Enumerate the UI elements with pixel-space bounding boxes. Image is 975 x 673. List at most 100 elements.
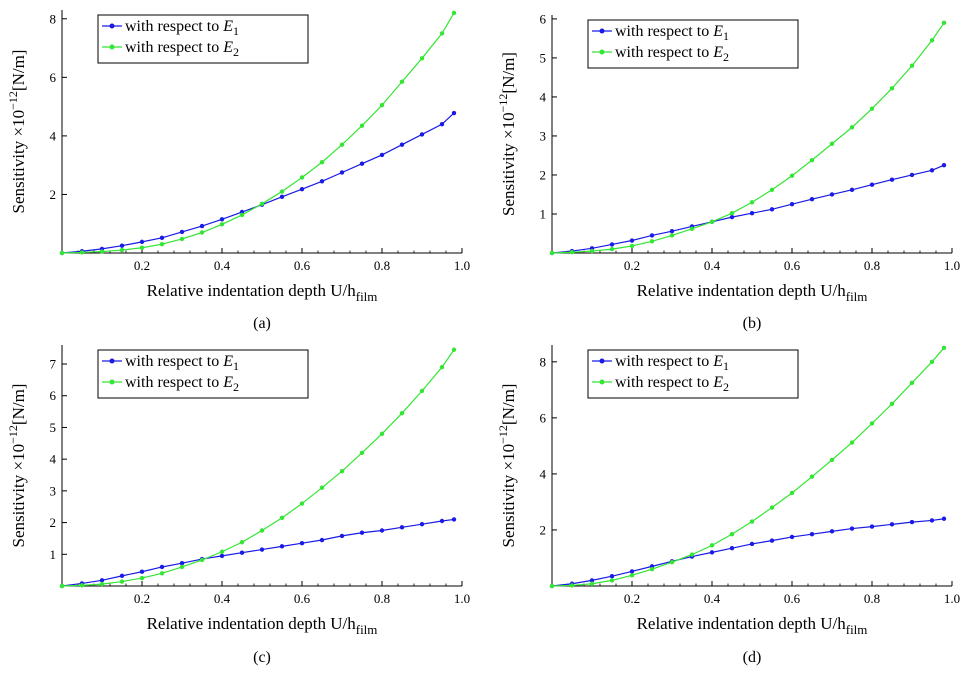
chart-panel-a: 0.2 0.4 0.6 0.8 1.0 2 4 6 8 Relative indentation … bbox=[6, 10, 470, 332]
data-point bbox=[941, 516, 947, 521]
x-tick-label: 0.2 bbox=[134, 258, 150, 273]
data-point bbox=[99, 581, 105, 587]
x-tick-label: 0.8 bbox=[374, 258, 390, 273]
y-tick-label: 5 bbox=[540, 50, 547, 65]
data-point bbox=[139, 245, 145, 250]
legend-entry-text: with respect to bbox=[125, 353, 223, 370]
y-tick-label: 6 bbox=[540, 11, 547, 26]
data-point bbox=[809, 157, 815, 163]
x-tick-label: 0.4 bbox=[214, 591, 231, 606]
data-point bbox=[889, 401, 895, 407]
data-point bbox=[829, 529, 835, 534]
data-point bbox=[419, 56, 425, 61]
series-line-1 bbox=[551, 164, 945, 254]
y-tick-label: 4 bbox=[540, 89, 547, 104]
y-axis-label-unit: [N/m] bbox=[9, 50, 28, 92]
data-point bbox=[869, 421, 875, 426]
data-point bbox=[219, 222, 225, 227]
data-point bbox=[609, 246, 615, 252]
data-point bbox=[829, 457, 835, 463]
data-point bbox=[669, 228, 675, 234]
data-point bbox=[379, 102, 385, 108]
data-point bbox=[889, 522, 895, 527]
legend-entry-var: E bbox=[222, 374, 233, 391]
data-point bbox=[119, 243, 125, 248]
data-point bbox=[299, 501, 305, 506]
data-point bbox=[769, 505, 775, 510]
legend-entry: with respect to E1 bbox=[615, 23, 729, 43]
data-point bbox=[709, 550, 715, 555]
data-point bbox=[669, 559, 675, 565]
legend-entry-var: E bbox=[712, 23, 723, 40]
legend-entry: with respect to E1 bbox=[615, 353, 729, 373]
data-point bbox=[909, 380, 915, 386]
legend-swatch-marker bbox=[109, 379, 115, 385]
data-point bbox=[789, 534, 795, 540]
data-point bbox=[629, 573, 635, 578]
data-point bbox=[609, 578, 615, 583]
data-point bbox=[59, 250, 65, 256]
legend-entry-sub: 2 bbox=[233, 380, 239, 394]
data-point bbox=[929, 518, 935, 523]
chart-panel-c: 0.2 0.4 0.6 0.8 1.0 1 2 3 4 5 6 7 Relative indentati… bbox=[6, 345, 470, 666]
legend-swatch-marker bbox=[599, 49, 605, 55]
legend-entry-sub: 1 bbox=[233, 24, 239, 38]
data-point bbox=[439, 121, 445, 127]
legend-entry-sub: 1 bbox=[233, 359, 239, 373]
legend-entry-var: E bbox=[712, 44, 723, 61]
data-point bbox=[609, 242, 615, 247]
y-tick-label: 6 bbox=[540, 410, 547, 425]
y-tick-label: 7 bbox=[50, 357, 57, 372]
data-point bbox=[159, 242, 165, 247]
data-point bbox=[569, 250, 575, 255]
x-tick-label: 1.0 bbox=[454, 591, 470, 606]
data-point bbox=[299, 186, 305, 192]
data-point bbox=[849, 440, 855, 445]
data-point bbox=[649, 233, 655, 238]
x-tick-label: 0.2 bbox=[624, 258, 640, 273]
x-tick-label: 0.4 bbox=[704, 258, 721, 273]
data-point bbox=[749, 541, 755, 547]
legend-entry-text: with respect to bbox=[125, 39, 223, 56]
x-axis-label-main: Relative indentation depth U/h bbox=[637, 281, 847, 300]
data-point bbox=[159, 571, 165, 576]
data-point bbox=[609, 573, 615, 579]
data-point bbox=[709, 543, 715, 548]
legend-entry-var: E bbox=[222, 39, 233, 56]
data-point bbox=[869, 524, 875, 529]
data-point bbox=[339, 142, 345, 147]
data-point bbox=[809, 474, 815, 479]
x-tick-label: 1.0 bbox=[944, 258, 960, 273]
data-point bbox=[849, 526, 855, 531]
x-axis-label-sub: film bbox=[846, 289, 868, 304]
y-axis-label-exp: −12 bbox=[496, 94, 510, 113]
chart-panel-d: 0.2 0.4 0.6 0.8 1.0 2 4 6 8 Relative indentation … bbox=[496, 345, 960, 666]
legend-entry-text: with respect to bbox=[615, 374, 713, 391]
data-point bbox=[259, 201, 265, 207]
y-tick-label: 4 bbox=[50, 128, 57, 143]
data-point bbox=[419, 132, 425, 137]
data-point bbox=[239, 550, 245, 555]
legend-entry: with respect to E2 bbox=[615, 44, 729, 64]
data-point bbox=[199, 557, 205, 563]
x-tick-label: 0.2 bbox=[624, 591, 640, 606]
data-point bbox=[809, 196, 815, 202]
data-point bbox=[279, 544, 285, 549]
data-point bbox=[729, 214, 735, 220]
data-point bbox=[909, 519, 915, 525]
legend-swatch-marker bbox=[599, 28, 605, 34]
data-point bbox=[59, 583, 65, 589]
data-point bbox=[379, 431, 385, 436]
legend-entry-var: E bbox=[222, 18, 233, 35]
data-point bbox=[589, 581, 595, 586]
data-point bbox=[729, 531, 735, 537]
data-point bbox=[179, 564, 185, 570]
y-axis-label-exp: −12 bbox=[6, 91, 20, 110]
data-point bbox=[809, 531, 815, 537]
data-point bbox=[119, 573, 125, 579]
panel-caption: (b) bbox=[743, 315, 762, 332]
data-point bbox=[339, 170, 345, 175]
x-axis-label: Relative indentation depth U/hfilm bbox=[637, 281, 868, 304]
